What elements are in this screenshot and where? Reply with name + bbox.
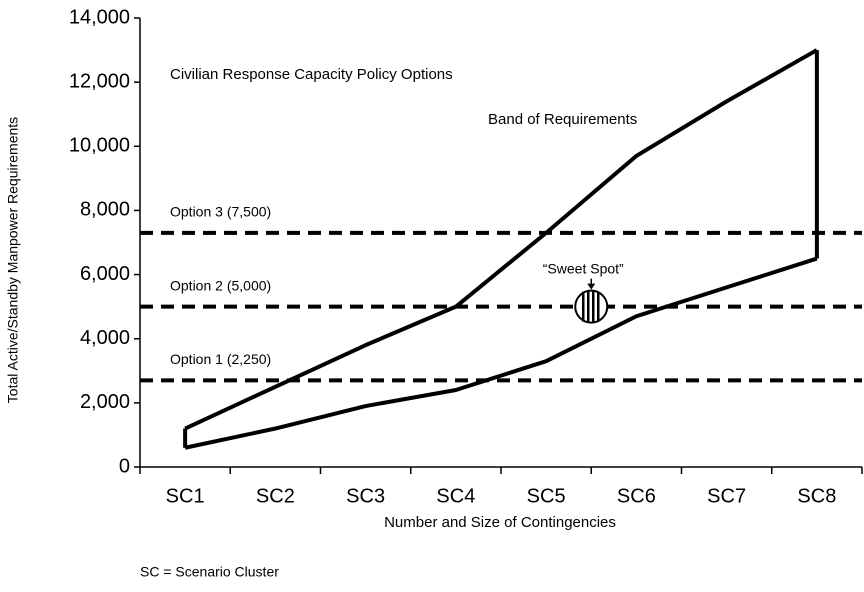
x-tick-label: SC1	[166, 485, 205, 507]
y-tick-label: 10,000	[69, 135, 130, 157]
option-label: Option 1 (2,250)	[170, 351, 271, 367]
option-label: Option 3 (7,500)	[170, 204, 271, 220]
sweet-spot-arrowhead	[587, 283, 596, 290]
sweet-spot-label: “Sweet Spot”	[543, 260, 624, 276]
sweet-spot	[574, 289, 609, 324]
x-tick-label: SC6	[617, 485, 656, 507]
x-tick-label: SC7	[707, 485, 746, 507]
x-tick-label: SC3	[346, 485, 385, 507]
y-tick-label: 2,000	[80, 391, 130, 413]
y-tick-label: 14,000	[69, 6, 130, 28]
x-tick-label: SC2	[256, 485, 295, 507]
y-tick-label: 0	[119, 455, 130, 477]
y-tick-label: 8,000	[80, 199, 130, 221]
x-tick-label: SC5	[527, 485, 566, 507]
footnote: SC = Scenario Cluster	[140, 564, 279, 580]
band-line	[184, 48, 818, 431]
option-label: Option 2 (5,000)	[170, 277, 271, 293]
y-tick-label: 4,000	[80, 327, 130, 349]
y-tick-label: 12,000	[69, 70, 130, 92]
y-axis-label: Total Active/Standby Manpower Requiremen…	[5, 117, 21, 403]
x-tick-label: SC4	[436, 485, 475, 507]
band-line	[184, 256, 818, 450]
x-tick-label: SC8	[797, 485, 836, 507]
chart-title: Civilian Response Capacity Policy Option…	[170, 66, 453, 83]
x-axis-label: Number and Size of Contingencies	[384, 514, 616, 531]
y-tick-label: 6,000	[80, 263, 130, 285]
annotation: Band of Requirements	[488, 111, 637, 128]
